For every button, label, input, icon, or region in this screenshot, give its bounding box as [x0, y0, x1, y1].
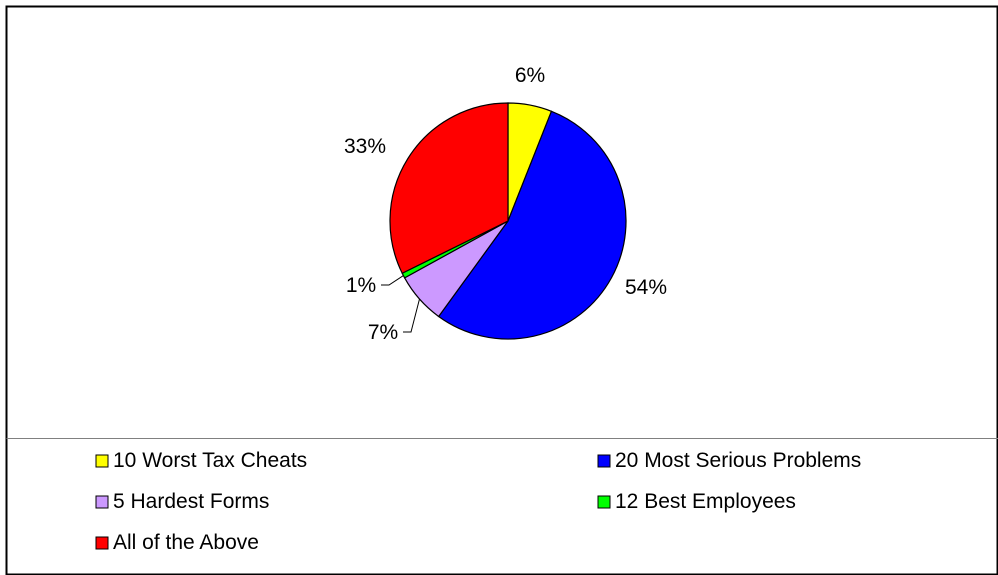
slice-label-1: 6%	[515, 64, 545, 87]
legend-label-4: 12 Best Employees	[615, 490, 796, 513]
legend-swatch-1	[95, 454, 109, 468]
pie-slice-2	[437, 110, 627, 340]
legend: 10 Worst Tax Cheats 20 Most Serious Probl…	[95, 449, 861, 554]
legend-swatch-5	[95, 536, 109, 550]
leader-line-4	[381, 275, 404, 286]
slice-label-3: 7%	[368, 321, 398, 344]
slice-labels: 6% 54% 7% 1% 33%	[344, 64, 667, 344]
legend-swatch-2	[597, 454, 611, 468]
slice-label-4: 1%	[346, 274, 376, 297]
slice-label-2: 54%	[625, 276, 667, 299]
legend-swatch-4	[597, 495, 611, 509]
pie-slice-5	[389, 102, 509, 275]
slice-label-5: 33%	[344, 135, 386, 158]
legend-label-3: 5 Hardest Forms	[113, 490, 269, 513]
label-leader-lines	[381, 275, 420, 333]
legend-label-1: 10 Worst Tax Cheats	[113, 449, 307, 472]
leader-line-3	[403, 298, 420, 333]
legend-swatch-3	[95, 495, 109, 509]
legend-label-2: 20 Most Serious Problems	[615, 449, 861, 472]
pie-slices	[389, 102, 627, 340]
legend-label-5: All of the Above	[113, 531, 259, 554]
